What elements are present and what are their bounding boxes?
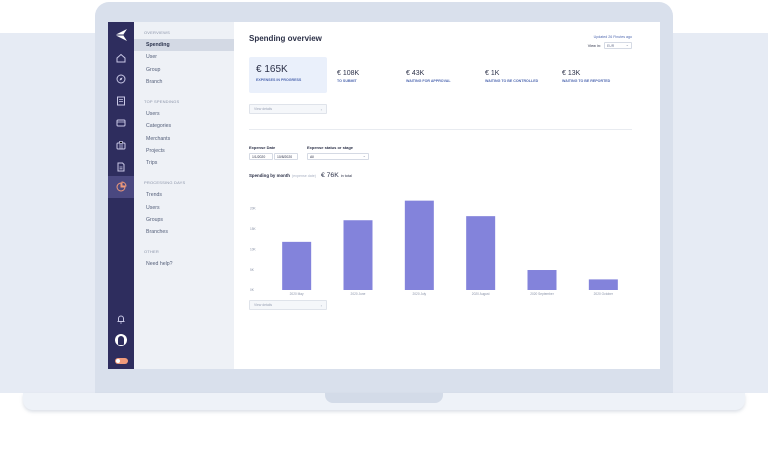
kpi-to-submit[interactable]: € 108K To submit xyxy=(337,70,359,83)
sidebar-item-branches[interactable]: Branches xyxy=(146,229,168,235)
sidebar-item-groups[interactable]: Groups xyxy=(146,217,164,223)
sidebar-item-merchants[interactable]: Merchants xyxy=(146,136,171,142)
sidebar-item-user[interactable]: User xyxy=(146,54,157,60)
sidebar-item-need-help[interactable]: Need help? xyxy=(146,261,173,267)
sidebar-item-categories[interactable]: Categories xyxy=(146,123,172,129)
y-tick-label: 5K xyxy=(250,268,255,272)
select-placeholder: View details xyxy=(254,303,273,307)
receipt-icon[interactable] xyxy=(115,95,127,107)
chart-subtitle: (expense date) xyxy=(291,174,316,178)
x-tick-label: 2020 June xyxy=(351,292,366,296)
bell-icon[interactable] xyxy=(115,313,127,325)
view-in-label: View in: xyxy=(587,43,601,48)
page-title: Spending overview xyxy=(249,34,322,43)
card-icon[interactable] xyxy=(115,117,127,129)
bar-2020-may[interactable] xyxy=(282,241,312,290)
kpi-waiting-approval[interactable]: € 43K Waiting for approval xyxy=(406,70,451,83)
chart-header: Spending by month (expense date) € 76K i… xyxy=(249,172,352,179)
y-tick-label: 15K xyxy=(250,227,257,231)
kpi-value: € 1K xyxy=(485,70,500,77)
kpi-value: € 43K xyxy=(406,70,425,77)
main-content: Spending overview Updated 26 Finutes ago… xyxy=(234,22,660,369)
chart-title: Spending by month xyxy=(249,173,290,178)
kpi-label: Waiting to be controlled xyxy=(485,79,539,83)
sidebar-section-title: Processing days xyxy=(144,180,186,185)
status-filter-label: Expense status or stage xyxy=(307,145,354,150)
kpi-label: To submit xyxy=(337,79,357,83)
compass-icon[interactable] xyxy=(115,73,127,85)
y-tick-label: 10K xyxy=(250,247,257,251)
kpi-details-select[interactable]: View details › xyxy=(249,104,327,114)
sidebar-item-users[interactable]: Users xyxy=(146,111,160,117)
chart-total: € 76K xyxy=(320,172,339,179)
currency-selector: View in: EUR xyxy=(588,42,632,49)
x-tick-label: 2020 May xyxy=(290,292,304,296)
kpi-value: € 13K xyxy=(562,70,581,77)
sidebar-item-branch[interactable]: Branch xyxy=(146,79,163,85)
bar-2020-september[interactable] xyxy=(527,270,557,290)
y-tick-label: 0K xyxy=(250,288,255,292)
kpi-label: Waiting for approval xyxy=(406,79,451,83)
sidebar-item-projects[interactable]: Projects xyxy=(146,148,165,154)
suitcase-icon[interactable] xyxy=(115,139,127,151)
bar-2020-august[interactable] xyxy=(466,216,496,290)
bar-2020-june[interactable] xyxy=(343,220,373,290)
icon-rail xyxy=(108,22,134,369)
date-to-input[interactable]: 10/8/2020 xyxy=(274,153,298,160)
currency-select[interactable]: EUR xyxy=(604,42,632,49)
app-window: Overviews Spending User Group Branch Top… xyxy=(108,22,660,369)
document-icon[interactable] xyxy=(115,161,127,173)
chevron-right-icon: › xyxy=(320,303,322,308)
kpi-waiting-controlled[interactable]: € 1K Waiting to be controlled xyxy=(485,70,538,83)
divider xyxy=(249,129,632,130)
updated-timestamp: Updated 26 Finutes ago xyxy=(593,35,632,39)
home-icon[interactable] xyxy=(115,52,127,64)
user-avatar[interactable] xyxy=(115,334,127,346)
sidebar-section-title: Top spendings xyxy=(144,99,180,104)
bar-2020-july[interactable] xyxy=(404,200,434,290)
sidebar-item-group[interactable]: Group xyxy=(146,67,161,73)
x-tick-label: 2020 August xyxy=(472,292,490,296)
spending-bar-chart: 20K 15K 10K 5K 0K 2020 May 2020 June 2020 July 2… xyxy=(250,200,618,296)
expense-date-label: Expense Date xyxy=(249,145,276,150)
status-select[interactable]: All xyxy=(307,153,369,160)
sidebar-section-title: Overviews xyxy=(144,30,170,35)
logo-icon[interactable] xyxy=(114,28,128,42)
sidebar-item-spending[interactable]: Spending xyxy=(134,39,234,51)
laptop-notch xyxy=(325,393,443,403)
chart-total-suffix: in total xyxy=(340,174,352,178)
sidebar-item-users-processing[interactable]: Users xyxy=(146,205,160,211)
bar-2020-october[interactable] xyxy=(588,279,618,290)
kpi-waiting-reported[interactable]: € 13K Waiting to be reported xyxy=(562,70,610,83)
chevron-right-icon: › xyxy=(320,107,322,112)
sidebar-item-trends[interactable]: Trends xyxy=(146,192,162,198)
kpi-value: € 108K xyxy=(337,70,360,77)
pie-chart-icon xyxy=(115,181,127,193)
kpi-label: Waiting to be reported xyxy=(562,79,611,83)
sidebar-item-trips[interactable]: Trips xyxy=(146,160,158,166)
secondary-sidebar: Overviews Spending User Group Branch Top… xyxy=(134,22,234,369)
select-placeholder: View details xyxy=(254,107,273,111)
date-from-input[interactable]: 1/1/2020 xyxy=(249,153,273,160)
theme-toggle[interactable] xyxy=(115,358,128,364)
x-tick-label: 2020 September xyxy=(530,292,555,296)
sidebar-section-title: Other xyxy=(144,249,159,254)
analytics-nav-active[interactable] xyxy=(108,176,134,198)
x-tick-label: 2020 October xyxy=(594,292,614,296)
kpi-value: € 165K xyxy=(256,64,288,75)
x-tick-label: 2020 July xyxy=(413,292,427,296)
y-tick-label: 20K xyxy=(250,207,257,211)
chart-details-select[interactable]: View details › xyxy=(249,300,327,310)
